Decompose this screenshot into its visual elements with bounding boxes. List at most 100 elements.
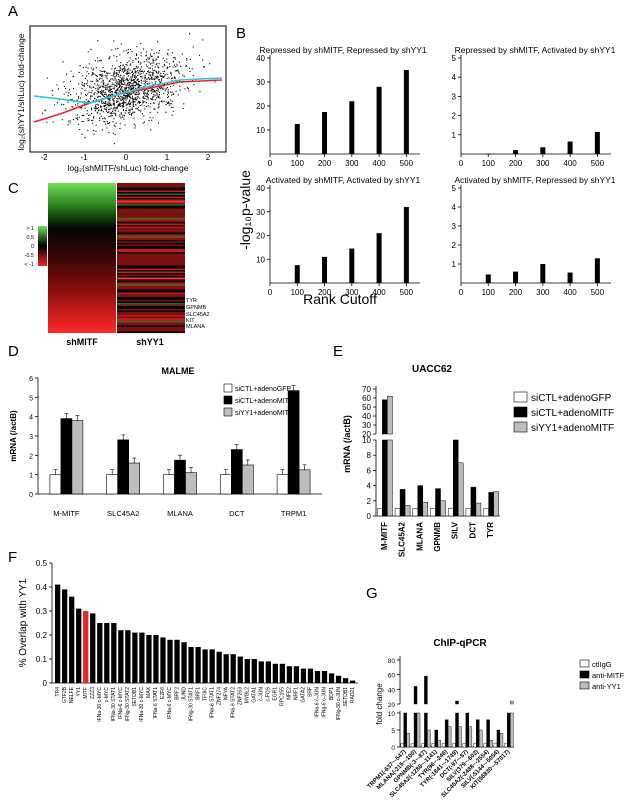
scatter-point [143,80,145,82]
scatter-point [163,73,165,75]
scatter-point [157,76,159,78]
scatter-point [93,86,95,88]
scatter-point [95,67,97,69]
scatter-point [122,78,124,80]
scatter-point [150,98,152,100]
scatter-point [109,108,111,110]
scatter-point [147,57,149,59]
scatter-point [110,112,112,114]
scatter-point [117,110,119,112]
heatmap-row [117,258,185,260]
scatter-point [77,104,79,106]
scatter-point-highlight [89,85,92,87]
scatter-point [157,41,159,43]
scatter-point [116,56,118,58]
heatmap-row [117,255,185,257]
panel-g-bar [496,729,501,748]
panel-f-bar [139,632,145,683]
scatter-point [124,87,126,89]
scatter-point [102,80,104,82]
scatter-point [151,92,153,94]
scatter-point [116,72,118,74]
heatmap-row [117,310,185,313]
scatter-point [164,88,166,90]
heatmap-row [117,261,185,263]
scatter-point [168,77,170,79]
panel-g-bar [489,740,493,748]
panel-e-bar [475,502,482,517]
scatter-point [114,133,116,135]
scatter-point [104,70,106,72]
scatter-point [133,104,135,106]
scatter-point [87,129,89,131]
scatter-point [70,99,72,101]
scatter-point [123,67,125,69]
scatter-point [135,53,137,55]
scatter-point [131,70,133,72]
scatter-point [214,81,216,83]
heatmap-row [117,210,185,212]
scatter-point [122,97,124,99]
heatmap-col-label-shmitf: shMITF [66,337,98,347]
scatter-point [203,66,205,68]
scatter-point [98,101,100,103]
panel-e-ytick-label: 10 [362,436,371,445]
scatter-point [122,64,124,66]
scatter-point [139,101,141,103]
panel-e-bar [394,508,401,517]
scatter-point [120,95,122,97]
panel-g-legend-label: anti-MITF [592,671,625,680]
scatter-point [168,92,170,94]
scatter-point [182,74,184,76]
scatter-point [112,121,114,123]
scatter-point [66,73,68,75]
panel-b-xtick-label: 100 [291,159,305,168]
scatter-point [142,72,144,74]
panel-d-ytick-label: 2 [29,453,33,460]
scatter-point [114,85,116,87]
scatter-point [146,66,148,68]
scatter-point [131,112,133,114]
scatter-point [116,88,118,90]
scatter-point [124,83,126,85]
scatter-point [127,80,129,82]
scatter-point [100,110,102,112]
scatter-point [109,72,111,74]
scatter-point [209,63,211,65]
scatter-point [150,103,152,105]
scatter-point [157,107,159,109]
scatter-point [90,96,92,98]
panel-e-legend-swatch [513,391,528,403]
scatter-point [99,106,101,108]
scatter-point [167,49,169,51]
scatter-point [114,109,116,111]
heatmap-row [117,318,185,320]
heatmap-row [117,262,185,265]
heatmap-row [117,223,185,226]
scatter-point [130,85,132,87]
scatter-point [153,102,155,104]
panel-b-bar [322,256,328,283]
scatter-point [157,79,159,81]
scatter-point [119,82,121,84]
scatter-point [122,80,124,82]
scatter-point [152,73,154,75]
panel-f-bar [83,611,89,683]
scatter-point [137,82,139,84]
scatter-point [115,100,117,102]
panel-f-bar [300,668,307,683]
scatter-point [109,87,111,89]
panel-d-legend-label: siCTL+adenoGFP [235,386,292,393]
scatter-point [85,66,87,68]
scatter-point [143,83,145,85]
scatter-point [168,96,170,98]
scatter-point [123,77,125,79]
scatter-point [137,106,139,108]
scatter-point [139,70,141,72]
panel-b-ytick-label: 5 [452,184,457,193]
panel-b-xtick-label: 300 [345,288,359,297]
panel-f-bar [286,666,293,683]
scatter-point [88,114,90,116]
scatter-point [129,72,131,74]
scatter-point [103,92,105,94]
